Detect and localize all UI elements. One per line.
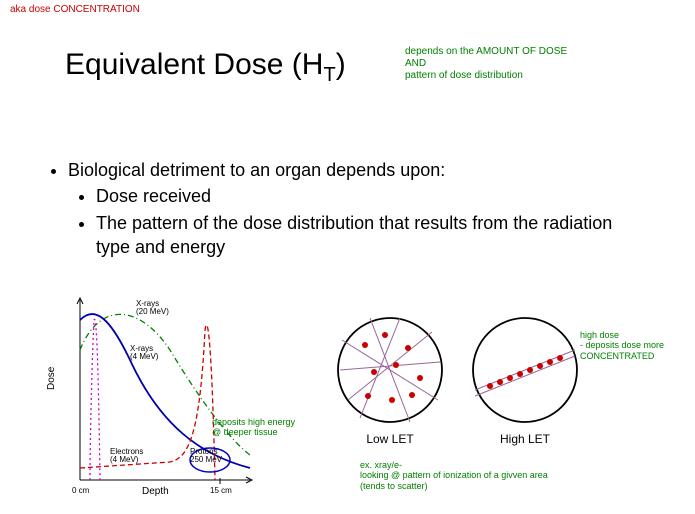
page-title: Equivalent Dose (HT)	[65, 48, 346, 87]
header-note: aka dose CONCENTRATION	[10, 4, 140, 16]
lbl-xrays4-l2: (4 MeV)	[130, 353, 158, 361]
bullet-section: Biological detriment to an organ depends…	[50, 158, 650, 261]
high-let-note-l1: high dose	[580, 330, 664, 340]
high-let-note-l3: CONCENTRATED	[580, 351, 664, 361]
dose-depth-svg	[50, 290, 260, 500]
low-let-note: ex. xray/e- looking @ pattern of ionizat…	[360, 460, 548, 491]
dose-chart-xtick-right: 15 cm	[210, 486, 232, 495]
title-post: )	[336, 48, 346, 81]
bullet-sub2: The pattern of the dose distribution tha…	[96, 211, 650, 260]
let-diagram: Low LET High LET	[330, 300, 600, 470]
protons-note: deposits high energy @ deeper tissue	[212, 418, 295, 438]
high-let-note: high dose - deposits dose more CONCENTRA…	[580, 330, 664, 361]
lbl-electrons-l2: (4 MeV)	[110, 456, 143, 464]
top-right-note: depends on the AMOUNT OF DOSE AND patter…	[405, 46, 567, 82]
low-let-note-l3: (tends to scatter)	[360, 481, 548, 491]
high-let-label: High LET	[495, 432, 555, 446]
low-let-label: Low LET	[360, 432, 420, 446]
bullet-main: Biological detriment to an organ depends…	[68, 158, 650, 259]
dose-chart-xtick-left: 0 cm	[72, 486, 89, 495]
title-sub: T	[323, 64, 335, 86]
bullet-main-text: Biological detriment to an organ depends…	[68, 160, 445, 180]
protons-note-l2: @ deeper tissue	[212, 428, 295, 438]
top-right-note-l2: AND	[405, 58, 567, 70]
bullet-sub1: Dose received	[96, 184, 650, 208]
lbl-protons-l2: 250 MeV	[190, 456, 222, 464]
low-let-note-l1: ex. xray/e-	[360, 460, 548, 470]
top-right-note-l3: pattern of dose distribution	[405, 70, 567, 82]
top-right-note-l1: depends on the AMOUNT OF DOSE	[405, 46, 567, 58]
dose-chart-ylabel: Dose	[46, 367, 57, 390]
lbl-xrays20-l2: (20 MeV)	[136, 308, 169, 316]
dose-depth-chart: Dose Depth 0 cm 15 cm X-rays (20 MeV) X-…	[50, 290, 260, 500]
low-let-note-l2: looking @ pattern of ionization of a giv…	[360, 470, 548, 480]
high-let-note-l2: - deposits dose more	[580, 340, 664, 350]
title-pre: Equivalent Dose (H	[65, 48, 323, 81]
dose-chart-xlabel: Depth	[142, 486, 169, 497]
